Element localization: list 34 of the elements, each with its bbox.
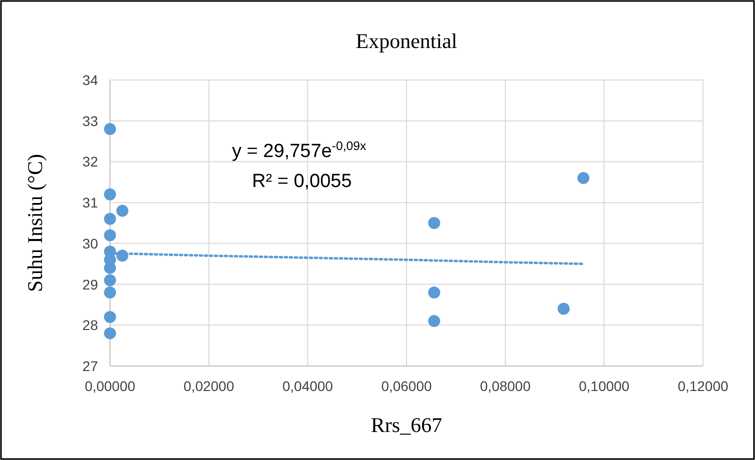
x-tick-label: 0,12000 bbox=[678, 378, 729, 394]
y-tick-label: 31 bbox=[82, 194, 98, 211]
point bbox=[104, 212, 116, 225]
y-tick-label: 32 bbox=[82, 154, 98, 170]
y-axis-title: Suhu Insitu (°C) bbox=[23, 154, 47, 292]
x-tick-label: 0,00000 bbox=[84, 378, 136, 394]
point bbox=[428, 286, 440, 298]
x-tick-label: 0,06000 bbox=[381, 378, 432, 394]
y-tick-label: 30 bbox=[82, 235, 98, 252]
point bbox=[428, 315, 440, 328]
point bbox=[104, 327, 116, 340]
x-tick-label: 0,02000 bbox=[184, 378, 234, 394]
x-tick-label: 0,08000 bbox=[480, 378, 531, 394]
y-tick-label: 27 bbox=[82, 358, 98, 374]
y-tick-label: 28 bbox=[82, 317, 98, 334]
y-tick-label: 34 bbox=[82, 72, 98, 88]
point bbox=[104, 286, 116, 298]
x-axis-title: Rrs_667 bbox=[370, 413, 442, 437]
point bbox=[104, 123, 116, 136]
chart-title: Exponential bbox=[356, 29, 458, 53]
point bbox=[577, 172, 590, 184]
y-tick-label: 33 bbox=[82, 112, 98, 129]
annotation: y = 29,757e$^{-0,09x}$ bbox=[232, 139, 367, 162]
point bbox=[558, 302, 570, 315]
point bbox=[428, 217, 440, 229]
x-tick-label: 0,10000 bbox=[578, 378, 630, 394]
point bbox=[104, 274, 116, 286]
annotation: R² = 0,0055 bbox=[252, 171, 352, 192]
point bbox=[104, 188, 116, 200]
point bbox=[104, 229, 116, 242]
point bbox=[104, 310, 116, 323]
point bbox=[116, 204, 128, 217]
x-tick-label: 0,04000 bbox=[282, 378, 334, 394]
y-tick-label: 29 bbox=[82, 276, 98, 292]
